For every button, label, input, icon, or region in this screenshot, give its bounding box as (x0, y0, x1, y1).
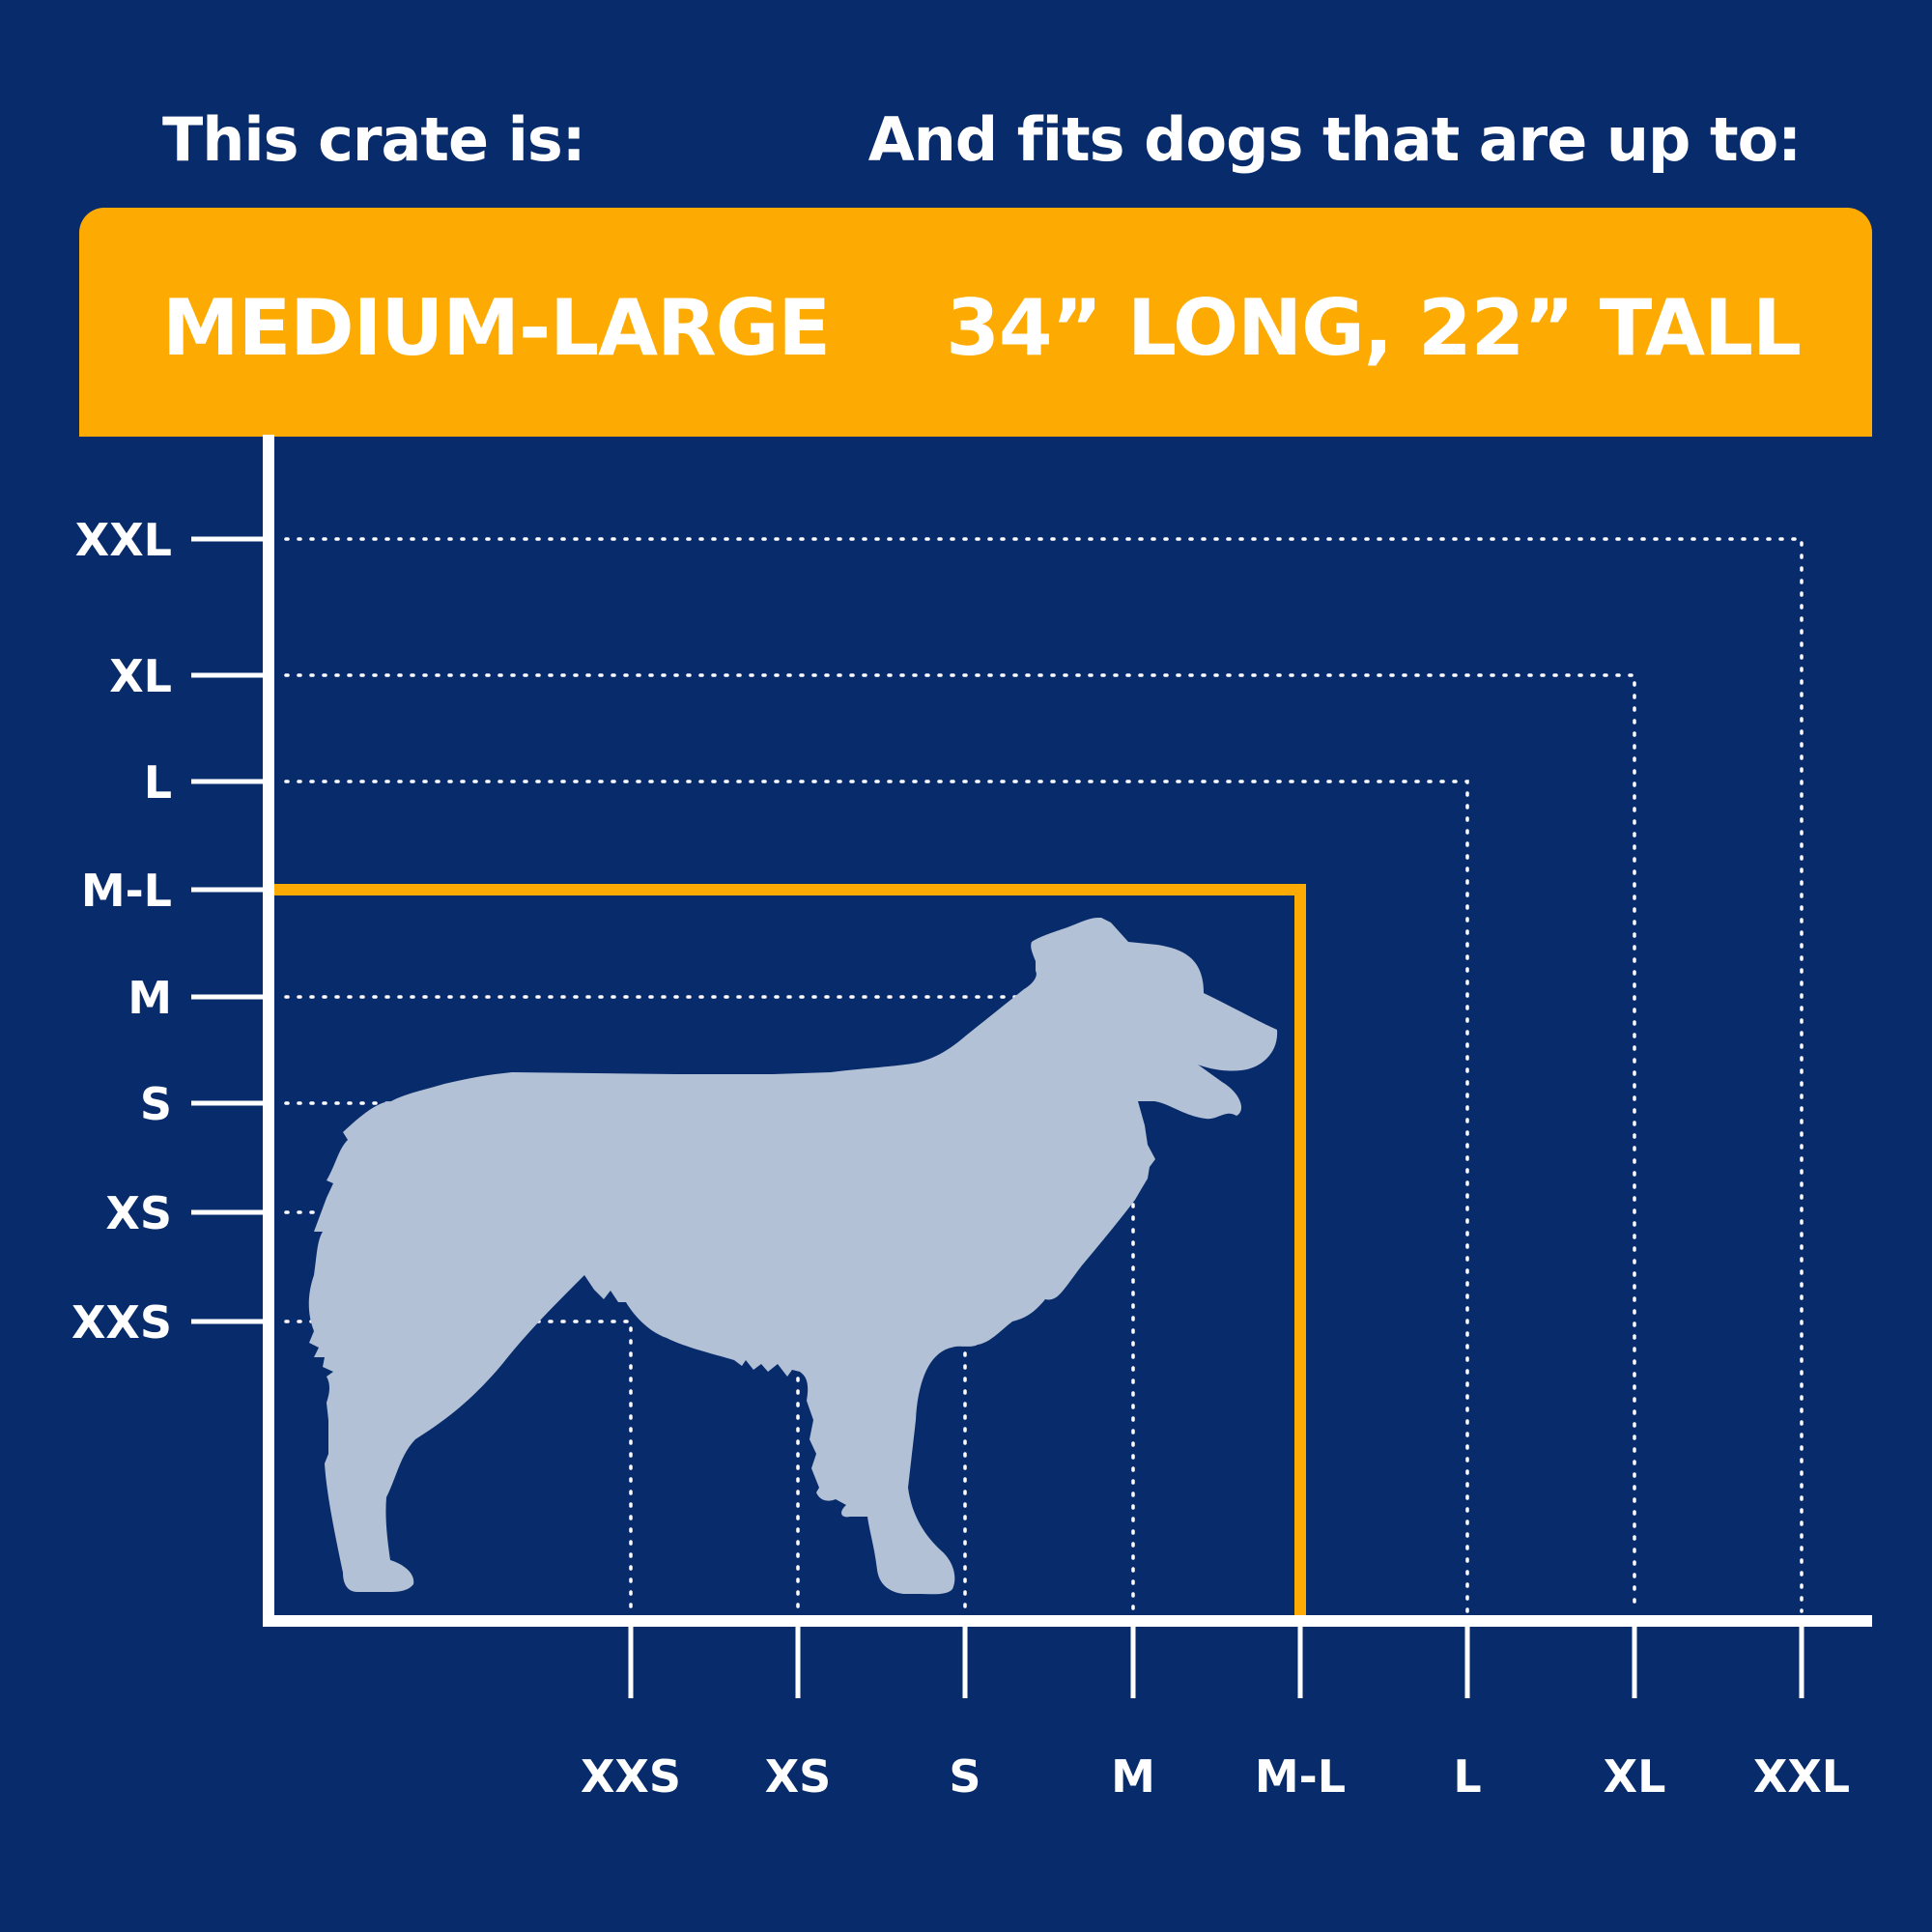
guide-l (284, 780, 1469, 1613)
crate-size-name: MEDIUM-LARGE (162, 283, 831, 373)
x-label-l: L (1453, 1750, 1481, 1803)
y-label-xs: XS (105, 1187, 172, 1239)
chart-axes (191, 435, 1872, 1698)
y-label-m-l: M-L (81, 865, 172, 917)
y-label-xxs: XXS (71, 1296, 172, 1349)
x-label-xl: XL (1604, 1750, 1666, 1803)
y-label-l: L (144, 756, 172, 809)
x-label-xxl: XXL (1753, 1750, 1850, 1803)
size-labels: XXS XXS XS XS S S M M M-L M-L L L XL XL XXL XXL (71, 514, 1850, 1803)
x-label-xxs: XXS (581, 1750, 681, 1803)
y-label-m: M (128, 972, 172, 1024)
x-label-m: M (1111, 1750, 1155, 1803)
guide-xl (284, 673, 1636, 1613)
guide-xs (284, 1210, 800, 1613)
x-label-xs: XS (765, 1750, 832, 1803)
dog-silhouette-icon (308, 918, 1278, 1595)
x-label-s: S (949, 1750, 980, 1803)
y-label-xxl: XXL (75, 514, 172, 566)
guide-xxl (284, 537, 1804, 1613)
dog-dimensions: 34” LONG, 22” TALL (946, 283, 1802, 373)
y-label-xl: XL (109, 650, 172, 702)
header-fit-label: And fits dogs that are up to: (867, 104, 1802, 175)
guide-m (284, 995, 1135, 1613)
x-label-m-l: M-L (1255, 1750, 1346, 1803)
size-banner: MEDIUM-LARGE 34” LONG, 22” TALL (79, 208, 1872, 437)
y-label-s: S (140, 1078, 172, 1130)
header-crate-label: This crate is: (162, 104, 586, 175)
highlight-box-m-l (269, 884, 1306, 1619)
